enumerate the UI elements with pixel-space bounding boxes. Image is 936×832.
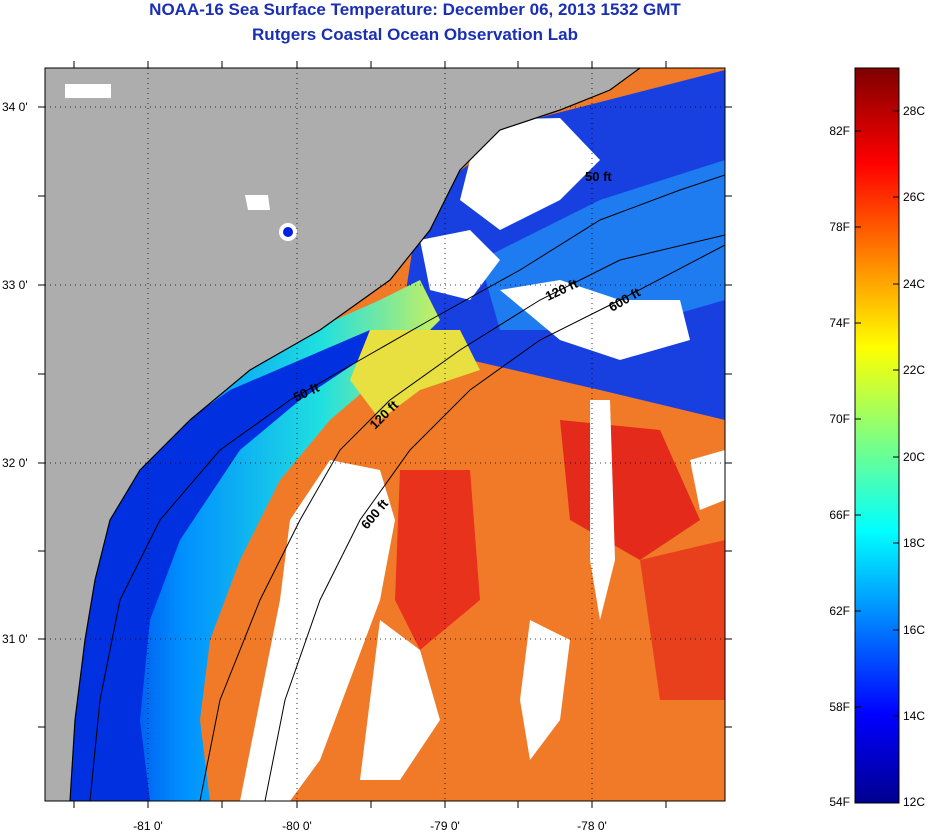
cloud-mask xyxy=(460,118,600,230)
colorbar-c-label: 16C xyxy=(903,623,925,637)
map-frame xyxy=(44,67,726,802)
land xyxy=(45,68,640,801)
inland-lake xyxy=(245,195,270,210)
cloud-mask xyxy=(360,620,440,780)
lat-ticks xyxy=(38,106,732,728)
warm-core-patch xyxy=(640,540,725,700)
cloud-mask xyxy=(520,620,570,760)
colorbar-c-label: 22C xyxy=(903,363,925,377)
cloud-mask xyxy=(690,450,725,510)
colorbar-c-label: 20C xyxy=(903,450,925,464)
colorbar-f-label: 58F xyxy=(829,700,850,714)
nearshore-cold-water xyxy=(45,330,370,801)
colorbar-f-label: 78F xyxy=(829,220,850,234)
colorbar-c-label: 28C xyxy=(903,104,925,118)
colorbar-c-label: 12C xyxy=(903,795,925,809)
inland-lake xyxy=(65,84,111,98)
colorbar-c-label: 26C xyxy=(903,190,925,204)
colorbar-f-label: 74F xyxy=(829,316,850,330)
lat-label: 34 0' xyxy=(2,100,28,114)
title-line-2: Rutgers Coastal Ocean Observation Lab xyxy=(252,25,578,44)
contour-50ft xyxy=(89,174,725,801)
warm-core-patch xyxy=(395,470,480,650)
cloud-mask xyxy=(420,230,500,300)
lon-label: -81 0' xyxy=(133,819,163,832)
colorbar-f-label: 62F xyxy=(829,604,850,618)
cloud-mask xyxy=(240,460,395,801)
graticule xyxy=(45,68,725,801)
colorbar-f-label: 54F xyxy=(829,795,850,809)
colorbar-c-label: 24C xyxy=(903,277,925,291)
colorbar-c-label: 18C xyxy=(903,536,925,550)
cloud-mask xyxy=(590,400,615,620)
colorbar-f-label: 66F xyxy=(829,508,850,522)
title-line-1: NOAA-16 Sea Surface Temperature: Decembe… xyxy=(149,0,681,19)
contour-600ft xyxy=(264,244,725,801)
inland-lake xyxy=(283,227,293,237)
lon-label: -80 0' xyxy=(282,819,312,832)
contour-label: 50 ft xyxy=(585,169,612,184)
colorbar-f-label: 82F xyxy=(829,124,850,138)
transition-water xyxy=(350,330,480,420)
coastline xyxy=(69,68,641,801)
colorbar-c-label: 14C xyxy=(903,709,925,723)
lon-label: -79 0' xyxy=(430,819,460,832)
lon-ticks xyxy=(73,61,667,808)
contour-120ft xyxy=(199,234,725,801)
lat-label: 31 0' xyxy=(2,632,28,646)
lat-label: 32 0' xyxy=(2,456,28,470)
map-area: 50 ft 120 ft 600 ft 50 ft 120 ft 600 ft xyxy=(45,68,725,801)
colorbar xyxy=(855,68,899,803)
cloud-mask xyxy=(500,280,690,360)
colorbar-f-label: 70F xyxy=(829,412,850,426)
lon-label: -78 0' xyxy=(577,819,607,832)
colorbar-frame xyxy=(854,67,900,804)
colorbar-ticks xyxy=(855,110,899,717)
lat-label: 33 0' xyxy=(2,278,28,292)
